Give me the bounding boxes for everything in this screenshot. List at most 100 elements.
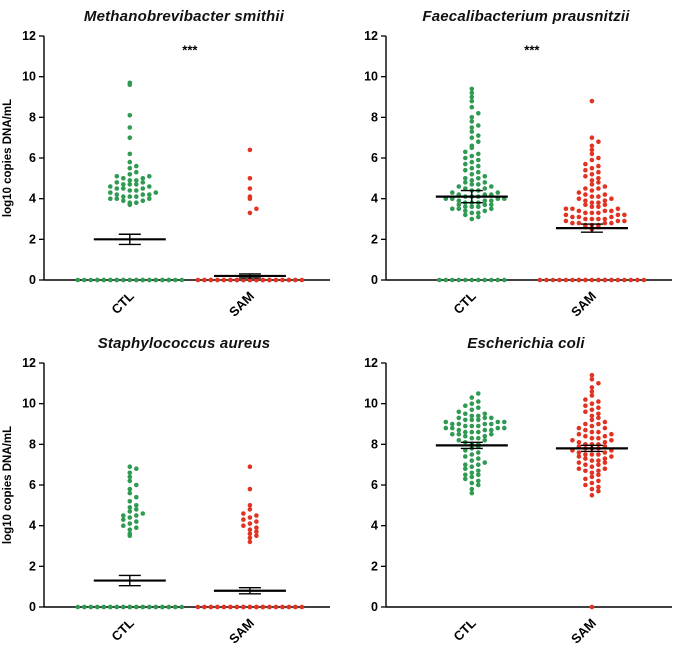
y-tick-label: 2 — [29, 232, 36, 246]
data-point — [589, 377, 595, 382]
data-point — [208, 277, 214, 283]
data-point — [476, 123, 481, 128]
data-point — [570, 214, 575, 220]
data-point — [489, 421, 494, 427]
y-tick-label: 0 — [371, 273, 378, 287]
data-point — [622, 218, 627, 224]
scatter-chart-methanobrevibacter-smithii: 0 2 4 6 8 10 12 log10 copies DNA/mL CTL SAM *** — [2, 29, 330, 320]
data-point — [602, 425, 608, 431]
x-group-label: CTL — [108, 288, 137, 317]
panel-staphylococcus-aureus: Staphylococcus aureus 0 2 4 6 8 10 12 log10 cop… — [0, 328, 342, 655]
data-point — [476, 468, 481, 474]
data-point — [254, 513, 259, 518]
data-point — [469, 90, 475, 96]
y-tick-label: 8 — [371, 437, 378, 451]
data-point — [589, 401, 595, 406]
data-point — [589, 470, 595, 476]
data-point — [609, 196, 614, 201]
data-point — [463, 149, 468, 155]
data-point — [463, 417, 468, 423]
data-point — [108, 184, 113, 189]
y-tick-label: 2 — [29, 559, 36, 573]
data-point — [635, 277, 640, 283]
data-point — [241, 523, 246, 528]
data-point — [583, 421, 588, 427]
data-point — [469, 277, 475, 283]
data-point — [195, 604, 201, 610]
data-point — [476, 450, 481, 455]
data-point — [482, 438, 488, 443]
data-point — [463, 476, 468, 482]
y-tick-label: 8 — [29, 110, 36, 124]
data-point — [482, 202, 488, 208]
data-point — [476, 111, 481, 116]
data-point — [589, 407, 595, 413]
data-point — [596, 411, 601, 417]
data-point — [254, 277, 259, 283]
data-point — [147, 196, 152, 201]
data-point — [589, 216, 595, 222]
data-point — [602, 192, 608, 197]
x-group-label: SAM — [568, 616, 599, 647]
data-point — [576, 214, 582, 220]
data-point — [476, 214, 481, 220]
data-point — [641, 277, 647, 283]
data-point — [202, 277, 207, 283]
data-point — [469, 104, 475, 110]
data-point — [576, 466, 582, 471]
data-point — [463, 167, 468, 173]
data-point — [166, 604, 172, 610]
data-point — [589, 604, 595, 610]
data-point — [576, 431, 582, 437]
data-point — [153, 604, 159, 610]
data-point — [583, 468, 588, 474]
data-point — [476, 399, 481, 404]
data-point — [75, 604, 81, 610]
data-point — [596, 452, 601, 457]
data-point — [247, 535, 253, 541]
data-point — [469, 474, 475, 480]
data-point — [589, 492, 595, 498]
data-point — [260, 604, 266, 610]
data-point — [589, 178, 595, 183]
data-point — [443, 419, 449, 425]
data-point — [469, 143, 475, 149]
data-point — [583, 210, 588, 216]
data-point — [134, 525, 139, 530]
data-point — [469, 395, 475, 400]
data-point — [469, 115, 475, 120]
data-point — [241, 511, 246, 516]
y-tick-label: 12 — [364, 356, 378, 370]
data-point — [140, 511, 146, 516]
data-point — [469, 486, 475, 492]
data-point — [589, 182, 595, 187]
data-point — [476, 182, 481, 187]
data-point — [583, 192, 588, 197]
data-point — [602, 466, 608, 471]
data-point — [596, 155, 601, 161]
data-point — [463, 161, 468, 167]
data-point — [179, 277, 185, 283]
data-point — [476, 472, 481, 478]
data-point — [469, 204, 475, 210]
data-point — [628, 277, 634, 283]
data-point — [247, 464, 253, 469]
x-group-label: CTL — [450, 288, 479, 317]
data-point — [596, 468, 601, 474]
data-point — [596, 210, 601, 216]
data-point — [482, 415, 488, 421]
data-point — [247, 210, 253, 216]
data-point — [583, 482, 588, 488]
data-point — [437, 277, 442, 283]
data-point — [596, 458, 601, 463]
data-point — [469, 429, 475, 435]
data-point — [299, 604, 305, 610]
data-point — [583, 167, 588, 173]
data-point — [463, 433, 468, 439]
data-point — [140, 180, 146, 185]
data-point — [563, 206, 569, 212]
data-point — [147, 604, 152, 610]
data-point — [476, 417, 481, 423]
x-group-label: SAM — [226, 289, 257, 320]
data-point — [476, 435, 481, 441]
